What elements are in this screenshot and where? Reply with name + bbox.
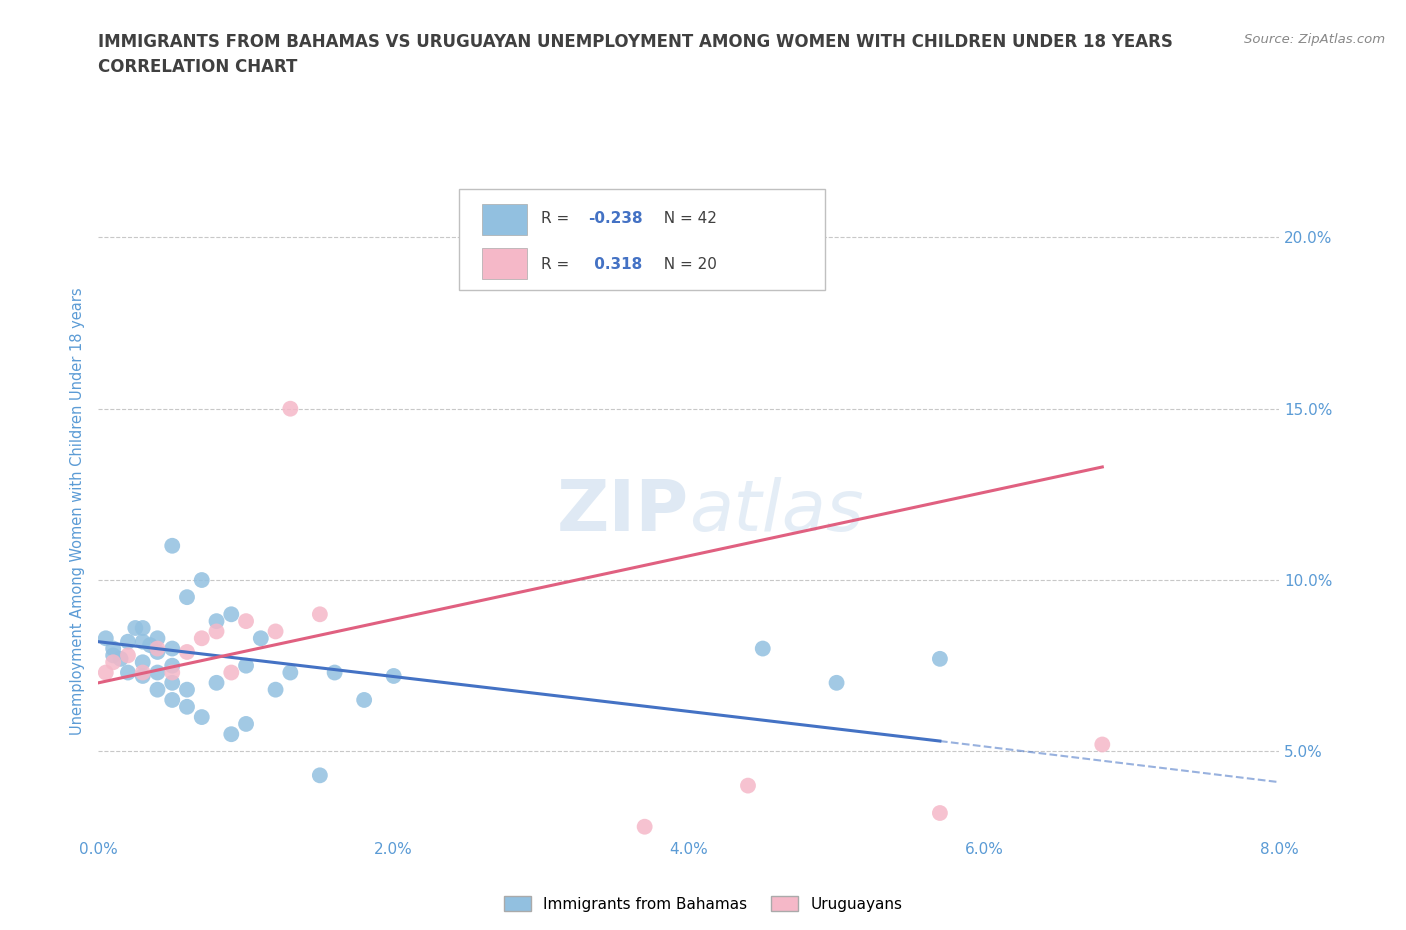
Point bbox=[928, 651, 950, 666]
Point bbox=[250, 631, 273, 645]
Point bbox=[219, 726, 242, 741]
Point bbox=[751, 641, 773, 656]
Point bbox=[633, 819, 655, 834]
Point bbox=[146, 644, 169, 659]
Point bbox=[103, 655, 125, 670]
Text: -0.238: -0.238 bbox=[589, 211, 643, 226]
Point bbox=[94, 631, 117, 645]
Point bbox=[132, 665, 155, 680]
Point bbox=[176, 590, 198, 604]
Point bbox=[146, 683, 169, 698]
Point bbox=[103, 648, 125, 663]
Point bbox=[132, 620, 155, 635]
Point bbox=[264, 683, 287, 698]
Text: atlas: atlas bbox=[689, 477, 863, 546]
Legend: Immigrants from Bahamas, Uruguayans: Immigrants from Bahamas, Uruguayans bbox=[498, 889, 908, 918]
Point bbox=[219, 665, 242, 680]
Point bbox=[205, 675, 228, 690]
Text: CORRELATION CHART: CORRELATION CHART bbox=[98, 58, 298, 75]
Point bbox=[162, 675, 183, 690]
Text: N = 42: N = 42 bbox=[654, 211, 717, 226]
Point bbox=[382, 669, 405, 684]
Point bbox=[737, 778, 759, 793]
Point bbox=[146, 631, 169, 645]
Point bbox=[132, 634, 155, 649]
Point bbox=[235, 716, 257, 731]
Point bbox=[1091, 737, 1114, 752]
Point bbox=[264, 624, 287, 639]
Point bbox=[928, 805, 950, 820]
Text: IMMIGRANTS FROM BAHAMAS VS URUGUAYAN UNEMPLOYMENT AMONG WOMEN WITH CHILDREN UNDE: IMMIGRANTS FROM BAHAMAS VS URUGUAYAN UNE… bbox=[98, 33, 1173, 50]
Point bbox=[124, 620, 146, 635]
Text: ZIP: ZIP bbox=[557, 477, 689, 546]
Point bbox=[117, 634, 139, 649]
Point bbox=[117, 665, 139, 680]
Point bbox=[176, 644, 198, 659]
Point bbox=[146, 641, 169, 656]
Point bbox=[278, 665, 302, 680]
Point bbox=[353, 693, 375, 708]
Point bbox=[162, 665, 183, 680]
Point bbox=[132, 655, 155, 670]
Point bbox=[574, 264, 596, 279]
Point bbox=[205, 624, 228, 639]
Point bbox=[308, 768, 332, 783]
Point bbox=[191, 573, 214, 588]
Point bbox=[110, 651, 132, 666]
Point bbox=[162, 658, 183, 673]
Point bbox=[530, 264, 553, 279]
FancyBboxPatch shape bbox=[458, 190, 825, 290]
Bar bbox=[482, 204, 527, 235]
Point bbox=[94, 665, 117, 680]
Point bbox=[308, 607, 332, 622]
Point bbox=[205, 614, 228, 629]
Point bbox=[132, 669, 155, 684]
Point bbox=[162, 538, 183, 553]
Text: Source: ZipAtlas.com: Source: ZipAtlas.com bbox=[1244, 33, 1385, 46]
Point bbox=[103, 641, 125, 656]
Point bbox=[117, 648, 139, 663]
Text: R =: R = bbox=[541, 211, 575, 226]
Point bbox=[219, 607, 242, 622]
Point bbox=[235, 658, 257, 673]
Text: 0.318: 0.318 bbox=[589, 257, 641, 272]
Point bbox=[278, 401, 302, 416]
Text: R =: R = bbox=[541, 257, 575, 272]
Point bbox=[139, 638, 162, 653]
Point bbox=[191, 710, 214, 724]
Y-axis label: Unemployment Among Women with Children Under 18 years: Unemployment Among Women with Children U… bbox=[70, 287, 86, 736]
Point bbox=[825, 675, 848, 690]
Point bbox=[146, 665, 169, 680]
Point bbox=[176, 699, 198, 714]
Point bbox=[235, 614, 257, 629]
Point bbox=[176, 683, 198, 698]
Point bbox=[323, 665, 346, 680]
Text: N = 20: N = 20 bbox=[654, 257, 717, 272]
Bar bbox=[482, 248, 527, 279]
Point bbox=[162, 693, 183, 708]
Point bbox=[162, 641, 183, 656]
Point bbox=[191, 631, 214, 645]
